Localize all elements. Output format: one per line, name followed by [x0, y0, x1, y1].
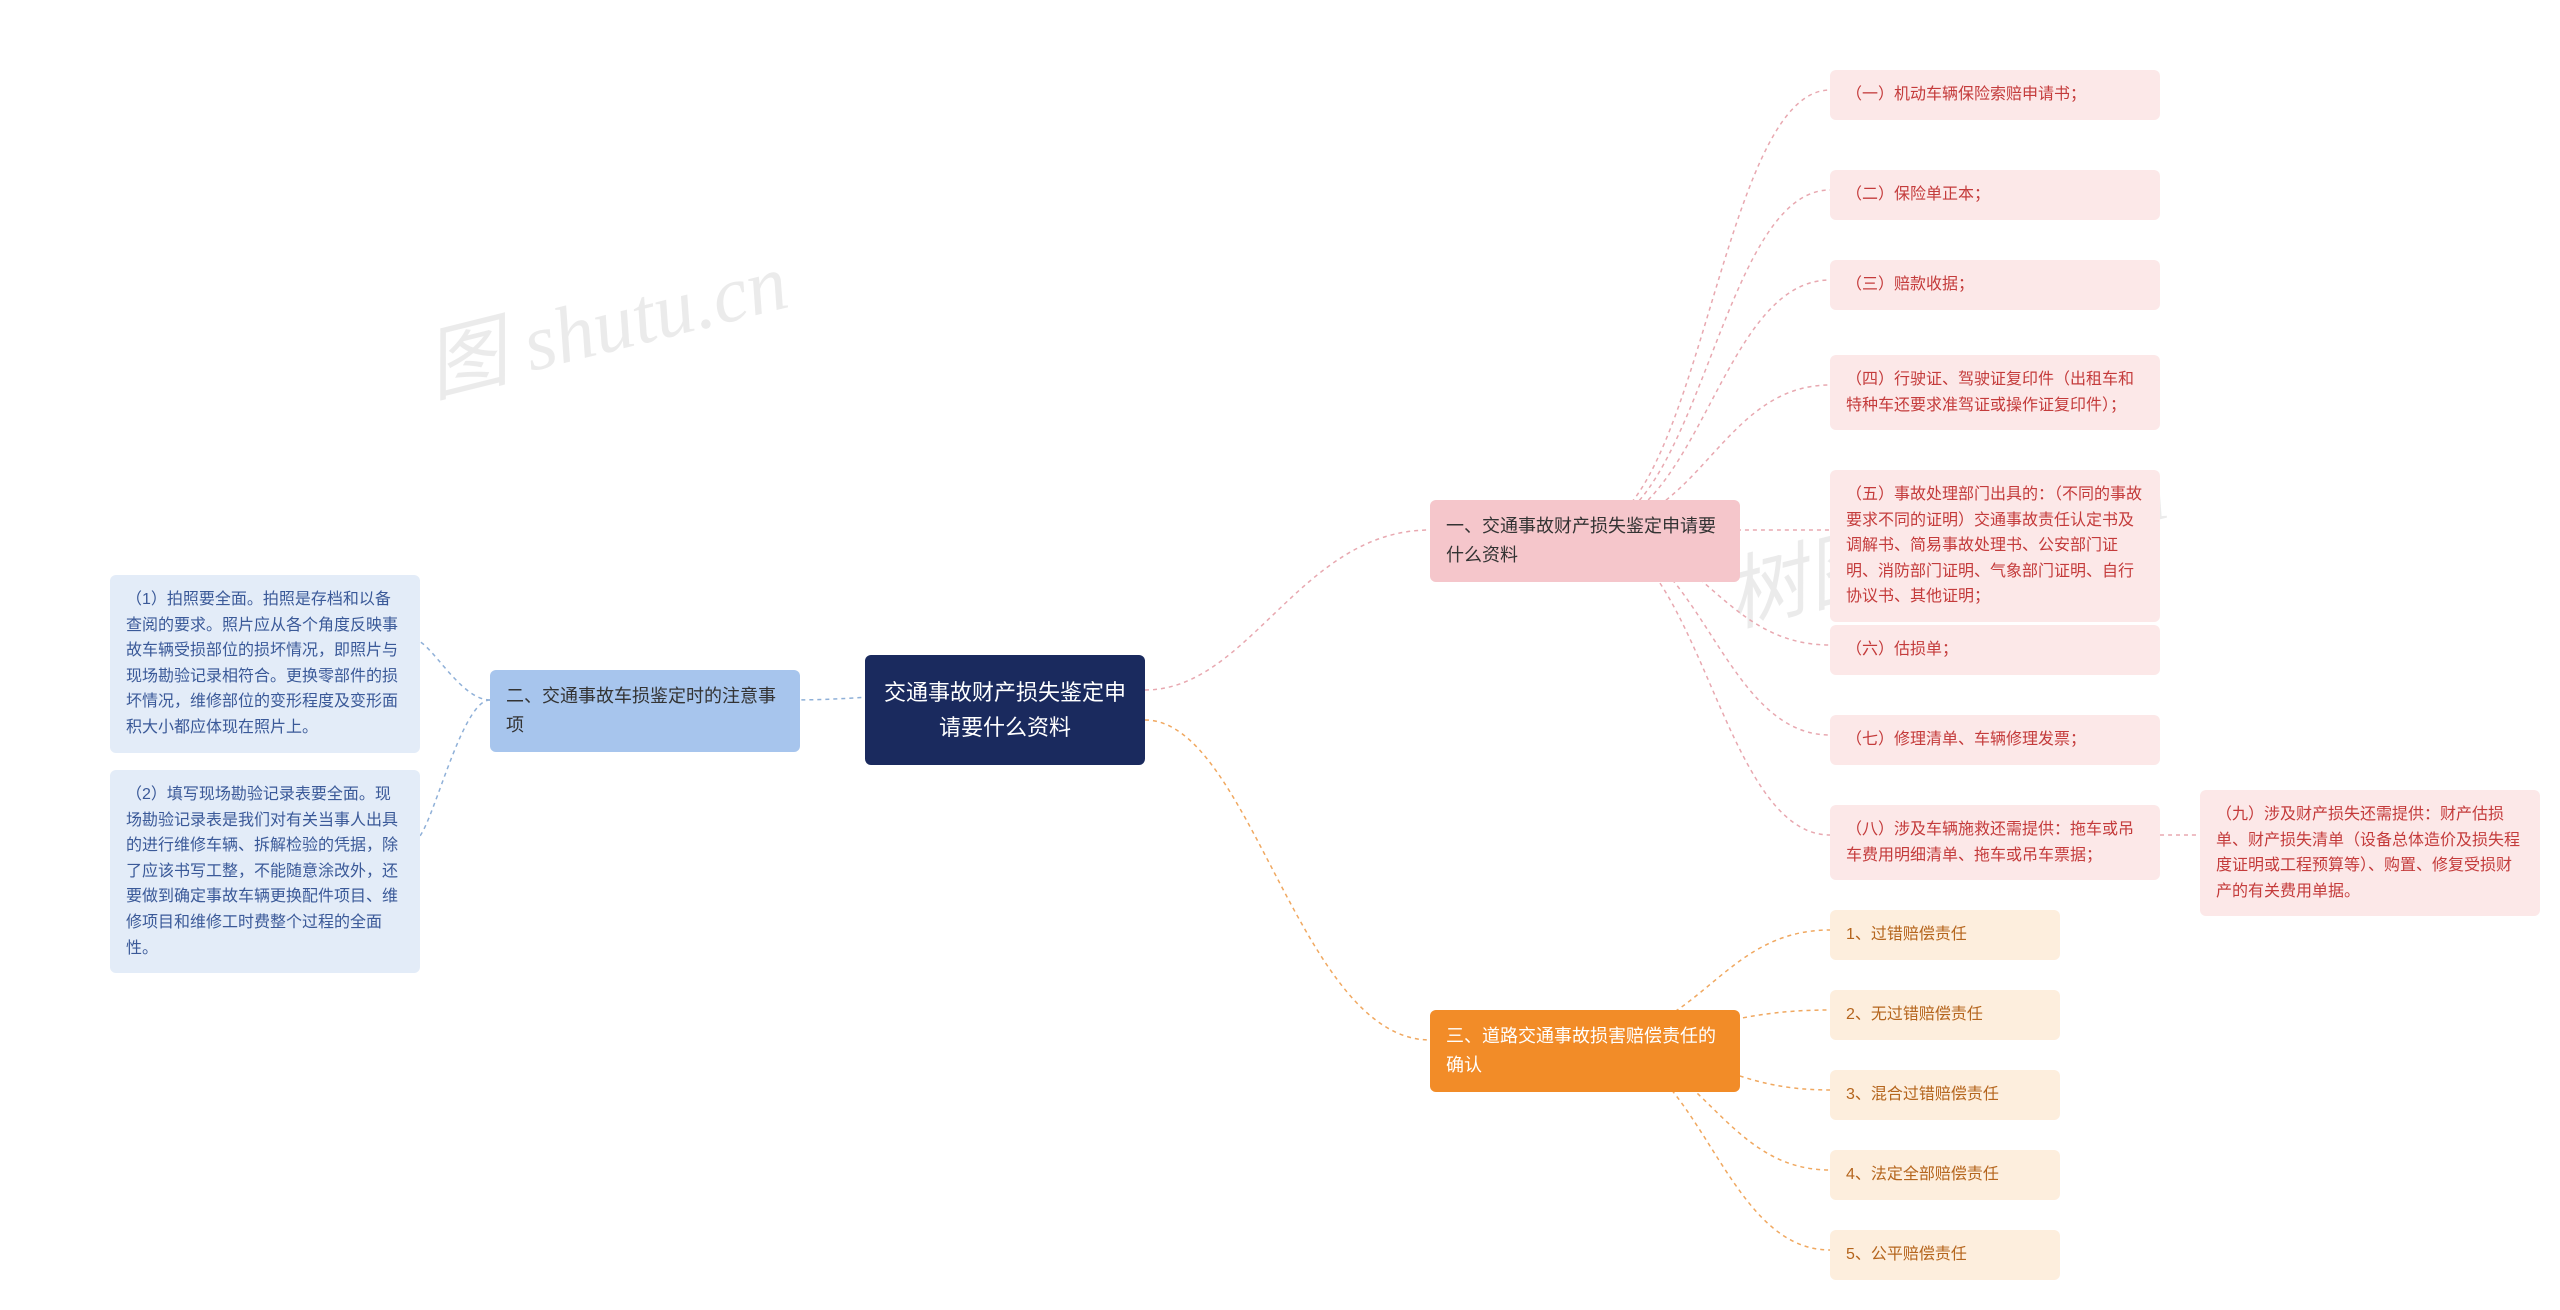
leaf-b1-c1[interactable]: （一）机动车辆保险索赔申请书；: [1830, 70, 2160, 120]
leaf-b1-c2[interactable]: （二）保险单正本；: [1830, 170, 2160, 220]
leaf-label: 2、无过错赔偿责任: [1846, 1006, 1983, 1023]
leaf-label: 5、公平赔偿责任: [1846, 1246, 1967, 1263]
branch-3-label: 三、道路交通事故损害赔偿责任的确认: [1446, 1026, 1716, 1075]
leaf-label: （六）估损单；: [1846, 641, 1958, 658]
leaf-label: （2）填写现场勘验记录表要全面。现场勘验记录表是我们对有关当事人出具的进行维修车…: [126, 786, 398, 957]
leaf-label: （一）机动车辆保险索赔申请书；: [1846, 86, 2086, 103]
branch-1-label: 一、交通事故财产损失鉴定申请要什么资料: [1446, 516, 1716, 565]
leaf-b3-c4[interactable]: 4、法定全部赔偿责任: [1830, 1150, 2060, 1200]
leaf-b3-c2[interactable]: 2、无过错赔偿责任: [1830, 990, 2060, 1040]
leaf-label: （四）行驶证、驾驶证复印件（出租车和特种车还要求准驾证或操作证复印件）；: [1846, 371, 2134, 414]
leaf-b1-c3[interactable]: （三）赔款收据；: [1830, 260, 2160, 310]
branch-3[interactable]: 三、道路交通事故损害赔偿责任的确认: [1430, 1010, 1740, 1092]
leaf-label: （七）修理清单、车辆修理发票；: [1846, 731, 2086, 748]
leaf-b1-c4[interactable]: （四）行驶证、驾驶证复印件（出租车和特种车还要求准驾证或操作证复印件）；: [1830, 355, 2160, 430]
branch-1[interactable]: 一、交通事故财产损失鉴定申请要什么资料: [1430, 500, 1740, 582]
leaf-label: （五）事故处理部门出具的：（不同的事故要求不同的证明）交通事故责任认定书及调解书…: [1846, 486, 2142, 605]
leaf-b3-c3[interactable]: 3、混合过错赔偿责任: [1830, 1070, 2060, 1120]
leaf-label: （三）赔款收据；: [1846, 276, 1974, 293]
root-label: 交通事故财产损失鉴定申请要什么资料: [884, 680, 1126, 740]
leaf-label: 1、过错赔偿责任: [1846, 926, 1967, 943]
branch-2[interactable]: 二、交通事故车损鉴定时的注意事项: [490, 670, 800, 752]
leaf-label: （八）涉及车辆施救还需提供：拖车或吊车费用明细清单、拖车或吊车票据；: [1846, 821, 2134, 864]
leaf-label: 4、法定全部赔偿责任: [1846, 1166, 1999, 1183]
leaf-b1-c5[interactable]: （五）事故处理部门出具的：（不同的事故要求不同的证明）交通事故责任认定书及调解书…: [1830, 470, 2160, 622]
leaf-b1-c7[interactable]: （七）修理清单、车辆修理发票；: [1830, 715, 2160, 765]
leaf-b2-c2[interactable]: （2）填写现场勘验记录表要全面。现场勘验记录表是我们对有关当事人出具的进行维修车…: [110, 770, 420, 973]
watermark: 图 shutu.cn: [411, 217, 797, 419]
leaf-label: （二）保险单正本；: [1846, 186, 1990, 203]
leaf-b2-c1[interactable]: （1）拍照要全面。拍照是存档和以备查阅的要求。照片应从各个角度反映事故车辆受损部…: [110, 575, 420, 753]
leaf-b3-c5[interactable]: 5、公平赔偿责任: [1830, 1230, 2060, 1280]
leaf-b1-c9[interactable]: （九）涉及财产损失还需提供：财产估损单、财产损失清单（设备总体造价及损失程度证明…: [2200, 790, 2540, 916]
leaf-b1-c8[interactable]: （八）涉及车辆施救还需提供：拖车或吊车费用明细清单、拖车或吊车票据；: [1830, 805, 2160, 880]
leaf-b3-c1[interactable]: 1、过错赔偿责任: [1830, 910, 2060, 960]
branch-2-label: 二、交通事故车损鉴定时的注意事项: [506, 686, 776, 735]
leaf-b1-c6[interactable]: （六）估损单；: [1830, 625, 2160, 675]
root-node[interactable]: 交通事故财产损失鉴定申请要什么资料: [865, 655, 1145, 765]
leaf-label: 3、混合过错赔偿责任: [1846, 1086, 1999, 1103]
leaf-label: （1）拍照要全面。拍照是存档和以备查阅的要求。照片应从各个角度反映事故车辆受损部…: [126, 591, 398, 736]
leaf-label: （九）涉及财产损失还需提供：财产估损单、财产损失清单（设备总体造价及损失程度证明…: [2216, 806, 2520, 900]
